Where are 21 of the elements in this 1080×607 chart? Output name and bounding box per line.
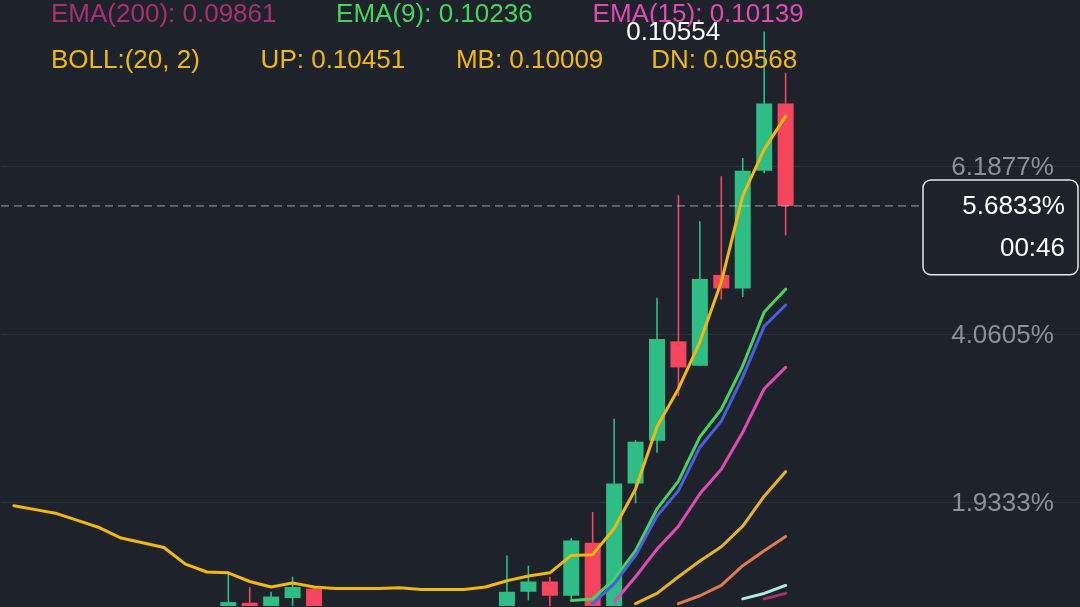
annotation: BOLL:(20, 2): [51, 44, 200, 74]
candlestick: [220, 572, 237, 607]
line-series: [634, 470, 788, 606]
text: 00:46: [999, 231, 1065, 262]
candlestick: [520, 564, 537, 602]
candlestick: [541, 575, 558, 607]
candlestick: [284, 575, 301, 607]
text: EMA(200): 0.09861: [51, 0, 277, 28]
y-tick-label: 4.0605%: [951, 318, 1054, 349]
line-series: [12, 114, 788, 591]
line-series: [676, 534, 788, 606]
line-series: [591, 303, 788, 606]
y-tick-label: 1.9333%: [951, 486, 1054, 517]
y-tick-label: 6.1877%: [951, 150, 1054, 181]
line-series: [612, 365, 788, 604]
candlestick: [498, 554, 515, 607]
text: EMA(9): 0.10236: [336, 0, 533, 28]
annotation: MB: 0.10009: [455, 44, 604, 74]
ref-line-label: 5.6833%: [962, 189, 1065, 220]
annotation: UP: 0.10451: [260, 44, 406, 74]
line-series: [569, 287, 788, 602]
